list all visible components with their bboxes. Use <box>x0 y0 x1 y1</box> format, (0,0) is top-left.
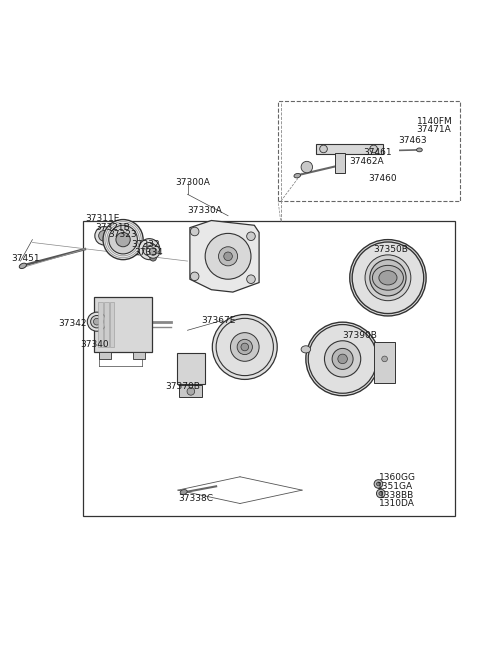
Text: 37390B: 37390B <box>343 331 377 340</box>
Circle shape <box>374 480 383 488</box>
Bar <box>110 301 115 347</box>
Text: 1338BB: 1338BB <box>379 491 415 500</box>
Circle shape <box>320 145 327 153</box>
Circle shape <box>376 489 385 498</box>
Text: 37321B: 37321B <box>96 223 130 232</box>
Polygon shape <box>190 221 259 292</box>
Circle shape <box>99 230 109 241</box>
Text: 1140FM: 1140FM <box>417 117 452 126</box>
Text: 37460: 37460 <box>368 174 396 183</box>
Ellipse shape <box>294 173 300 178</box>
Circle shape <box>87 312 107 331</box>
Circle shape <box>350 240 426 316</box>
Circle shape <box>191 272 199 281</box>
Ellipse shape <box>180 490 187 495</box>
Circle shape <box>230 333 259 361</box>
Circle shape <box>116 232 130 247</box>
Bar <box>316 144 383 154</box>
Circle shape <box>376 482 380 486</box>
Circle shape <box>324 340 361 377</box>
Bar <box>373 342 395 383</box>
Ellipse shape <box>301 346 311 353</box>
Ellipse shape <box>417 148 422 152</box>
Ellipse shape <box>379 271 397 285</box>
Circle shape <box>191 227 199 236</box>
Bar <box>278 101 459 201</box>
Circle shape <box>370 145 377 153</box>
Bar <box>132 352 144 359</box>
Text: 37340: 37340 <box>80 340 109 349</box>
Bar <box>336 153 345 173</box>
Circle shape <box>218 247 238 266</box>
Bar <box>98 301 103 347</box>
Circle shape <box>382 356 387 362</box>
Circle shape <box>95 227 113 245</box>
Circle shape <box>103 219 143 260</box>
Circle shape <box>205 234 251 279</box>
Bar <box>180 385 202 397</box>
Circle shape <box>301 161 312 173</box>
Circle shape <box>338 354 348 364</box>
Circle shape <box>247 232 255 241</box>
Circle shape <box>149 248 157 255</box>
Bar <box>104 301 109 347</box>
Text: 37338C: 37338C <box>178 493 213 503</box>
Circle shape <box>224 252 232 260</box>
Text: 37451: 37451 <box>11 254 39 263</box>
Circle shape <box>365 255 411 301</box>
Text: 37342: 37342 <box>59 318 87 327</box>
Circle shape <box>109 225 137 254</box>
Circle shape <box>143 242 156 256</box>
Circle shape <box>94 318 100 325</box>
Circle shape <box>379 492 383 495</box>
Circle shape <box>306 322 379 396</box>
Text: 37323: 37323 <box>109 230 137 240</box>
Circle shape <box>146 245 160 258</box>
Ellipse shape <box>372 266 404 290</box>
Text: 37350B: 37350B <box>373 245 408 254</box>
Circle shape <box>332 348 353 369</box>
Text: 37330A: 37330A <box>188 206 222 215</box>
Bar <box>99 352 111 359</box>
Bar <box>95 297 152 352</box>
Ellipse shape <box>375 365 384 372</box>
Text: 37300A: 37300A <box>176 178 210 187</box>
Text: 37367E: 37367E <box>201 316 235 326</box>
Bar <box>83 221 455 516</box>
Bar <box>177 353 204 383</box>
Circle shape <box>187 387 195 395</box>
Text: 37334: 37334 <box>134 247 163 256</box>
Circle shape <box>241 343 249 351</box>
Circle shape <box>146 246 153 253</box>
Text: 37471A: 37471A <box>417 126 451 134</box>
Text: 37332: 37332 <box>132 240 160 249</box>
Text: 37461: 37461 <box>363 148 392 158</box>
Circle shape <box>247 275 255 283</box>
Text: 37463: 37463 <box>398 136 427 145</box>
Ellipse shape <box>19 263 26 269</box>
Circle shape <box>370 260 406 296</box>
Text: 37462A: 37462A <box>349 157 384 166</box>
Text: 1351GA: 1351GA <box>377 482 413 492</box>
Circle shape <box>237 339 252 355</box>
Circle shape <box>212 314 277 380</box>
Text: 37311E: 37311E <box>85 214 119 223</box>
Circle shape <box>139 239 160 260</box>
Circle shape <box>91 316 103 328</box>
Circle shape <box>150 255 156 261</box>
Text: 1310DA: 1310DA <box>379 499 415 508</box>
Text: 1360GG: 1360GG <box>379 473 416 482</box>
Text: 37370B: 37370B <box>165 382 200 391</box>
